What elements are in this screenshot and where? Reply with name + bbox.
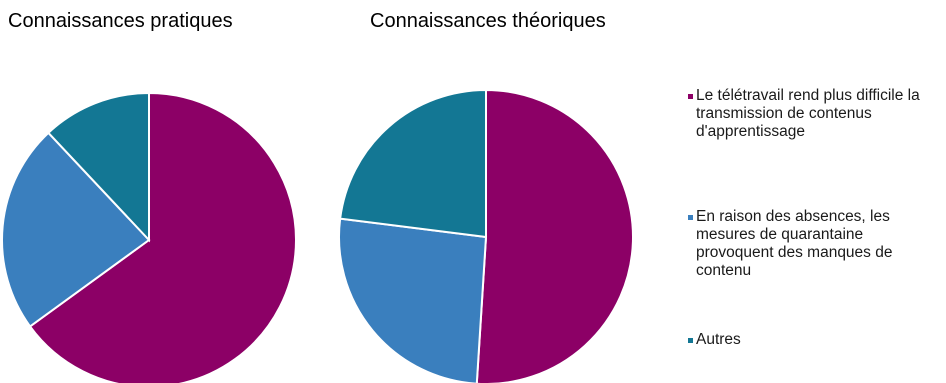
legend-swatch-autres xyxy=(688,338,693,343)
chart-title-theoretical: Connaissances théoriques xyxy=(370,10,606,32)
pie-slice-practical-teletravail xyxy=(28,91,297,383)
legend-label-autres: Autres xyxy=(696,331,741,348)
legend-swatch-absences xyxy=(688,215,693,220)
legend-item-teletravail: Le télétravail rend plus difficile la tr… xyxy=(686,87,944,141)
pie-practical xyxy=(1,91,297,383)
legend-item-absences: En raison des absences, les mesures de q… xyxy=(686,208,944,280)
chart-title-practical: Connaissances pratiques xyxy=(8,10,233,32)
pie-slice-theoretical-absences xyxy=(338,217,488,383)
pie-slice-theoretical-autres xyxy=(339,88,487,239)
legend-label-teletravail: Le télétravail rend plus difficile la tr… xyxy=(696,87,920,140)
legend-label-absences: En raison des absences, les mesures de q… xyxy=(696,208,893,279)
pie-slice-practical-absences xyxy=(1,131,151,328)
pie-slice-practical-autres xyxy=(46,91,150,243)
legend-item-autres: Autres xyxy=(686,331,944,349)
legend-swatch-teletravail xyxy=(688,94,693,99)
pie-slice-theoretical-teletravail xyxy=(475,88,634,383)
pie-theoretical xyxy=(338,88,634,383)
